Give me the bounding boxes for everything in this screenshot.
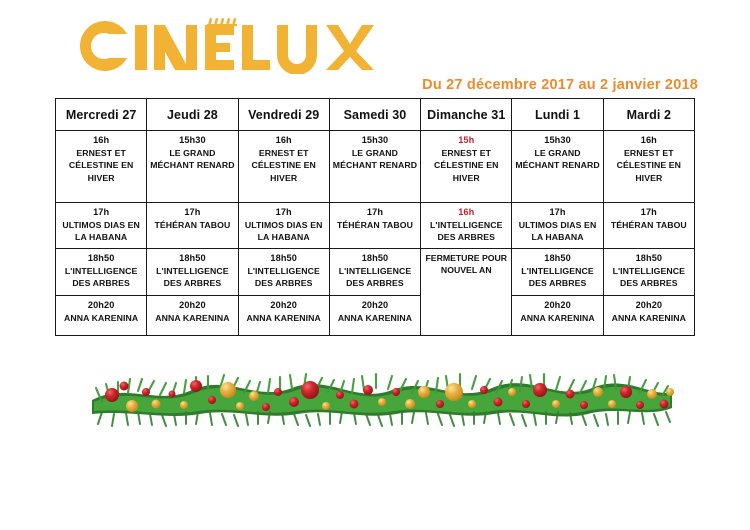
screening-film: ANNA KARENINA — [246, 312, 321, 323]
screening-cell[interactable]: 16h ERNEST ET CÉLESTINE EN HIVER — [602, 130, 696, 203]
screening-cell[interactable]: 20h20 ANNA KARENINA — [146, 294, 239, 336]
table-row: 17h ULTIMOS DIAS EN LA HABANA 17h TÉHÉRA… — [54, 202, 696, 249]
screening-film: ERNEST ET CÉLESTINE EN HIVER — [251, 148, 316, 183]
screening-time: 17h — [366, 207, 384, 217]
screening-cell[interactable]: 15h30 LE GRAND MÉCHANT RENARD — [511, 130, 604, 203]
christmas-garland — [88, 362, 676, 428]
screening-cell[interactable]: 18h50 L'INTELLIGENCE DES ARBRES — [237, 247, 330, 296]
screening-film: L'INTELLIGENCE DES ARBRES — [430, 220, 503, 243]
screening-film: TÉHÉRAN TABOU — [154, 220, 231, 231]
screening-cell[interactable]: 20h20 ANNA KARENINA — [511, 294, 604, 336]
screening-cell[interactable]: 17h ULTIMOS DIAS EN LA HABANA — [237, 202, 330, 249]
screening-cell[interactable]: 16h ERNEST ET CÉLESTINE EN HIVER — [237, 130, 330, 203]
screening-time: 20h20 — [544, 299, 571, 310]
screening-film: LE GRAND MÉCHANT RENARD — [150, 148, 235, 171]
column-header-samedi: Samedi 30 — [328, 98, 422, 131]
screening-film: ULTIMOS DIAS EN LA HABANA — [244, 220, 323, 243]
screening-cell[interactable]: 15h30 LE GRAND MÉCHANT RENARD — [328, 130, 422, 203]
screening-cell[interactable]: 18h50 L'INTELLIGENCE DES ARBRES — [54, 247, 148, 296]
screening-cell[interactable]: 17h ULTIMOS DIAS EN LA HABANA — [511, 202, 604, 249]
screening-film: ANNA KARENINA — [520, 312, 595, 323]
schedule-table-head: Mercredi 27 Jeudi 28 Vendredi 29 Samedi … — [54, 98, 696, 131]
screening-cell[interactable]: 17h TÉHÉRAN TABOU — [328, 202, 422, 249]
screening-cell[interactable]: 18h50 L'INTELLIGENCE DES ARBRES — [146, 247, 239, 296]
screening-film: L'INTELLIGENCE DES ARBRES — [156, 265, 229, 289]
christmas-garland-graphic — [92, 372, 674, 427]
screening-cell[interactable]: 20h20 ANNA KARENINA — [237, 294, 330, 336]
screening-film: L'INTELLIGENCE DES ARBRES — [247, 265, 320, 289]
screening-time: 18h50 — [635, 252, 663, 263]
screening-time: 20h20 — [87, 299, 115, 310]
screening-cell[interactable]: 15h ERNEST ET CÉLESTINE EN HIVER — [420, 130, 513, 203]
screening-time: 18h50 — [87, 252, 115, 263]
table-header-row: Mercredi 27 Jeudi 28 Vendredi 29 Samedi … — [54, 98, 696, 131]
screening-time: 16h — [93, 135, 110, 145]
screening-cell[interactable]: 17h TÉHÉRAN TABOU — [602, 202, 696, 249]
screening-time: 17h — [640, 207, 657, 217]
cinelux-logo — [74, 18, 374, 74]
screening-time: 16h — [275, 135, 292, 145]
screening-cell[interactable]: 16h ERNEST ET CÉLESTINE EN HIVER — [54, 130, 148, 203]
screening-time: 18h50 — [270, 252, 297, 263]
period-title: Du 27 décembre 2017 au 2 janvier 2018 — [422, 77, 698, 93]
column-header-dimanche: Dimanche 31 — [420, 98, 513, 131]
screening-cell[interactable]: 17h ULTIMOS DIAS EN LA HABANA — [54, 202, 148, 249]
screening-film: TÉHÉRAN TABOU — [610, 220, 687, 231]
cinelux-logo-graphic — [79, 18, 374, 74]
screening-film: ULTIMOS DIAS EN LA HABANA — [518, 220, 597, 243]
screening-film: TÉHÉRAN TABOU — [337, 220, 413, 231]
column-header-mercredi: Mercredi 27 — [54, 98, 148, 131]
screening-time: 20h20 — [635, 299, 663, 310]
screening-cell[interactable]: 20h20 ANNA KARENINA — [602, 294, 696, 336]
screening-cell[interactable]: 17h TÉHÉRAN TABOU — [146, 202, 239, 249]
screening-film: ULTIMOS DIAS EN LA HABANA — [62, 220, 140, 243]
closure-note: FERMETURE POUR NOUVEL AN — [420, 247, 513, 336]
column-header-vendredi: Vendredi 29 — [237, 98, 330, 131]
screening-cell[interactable]: 20h20 ANNA KARENINA — [54, 294, 148, 336]
schedule-table-body: 16h ERNEST ET CÉLESTINE EN HIVER 15h30 L… — [54, 130, 696, 336]
screening-film: ERNEST ET CÉLESTINE EN HIVER — [68, 148, 134, 183]
screening-time: 15h30 — [544, 135, 571, 145]
screening-film: ANNA KARENINA — [611, 312, 687, 323]
screening-time: 18h50 — [361, 252, 389, 263]
screening-time: 20h20 — [270, 299, 297, 310]
screening-time: 17h — [184, 207, 201, 217]
screening-time: 18h50 — [179, 252, 206, 263]
screening-cell[interactable]: 18h50 L'INTELLIGENCE DES ARBRES — [511, 247, 604, 296]
screening-time: 17h — [549, 207, 566, 217]
screening-film: L'INTELLIGENCE DES ARBRES — [612, 265, 686, 289]
screening-time: 17h — [93, 207, 110, 217]
column-header-jeudi: Jeudi 28 — [146, 98, 239, 131]
screening-cell[interactable]: 15h30 LE GRAND MÉCHANT RENARD — [146, 130, 239, 203]
screening-cell[interactable]: 20h20 ANNA KARENINA — [328, 294, 422, 336]
column-header-lundi: Lundi 1 — [511, 98, 604, 131]
screening-cell[interactable]: 16h L'INTELLIGENCE DES ARBRES — [420, 202, 513, 249]
screening-time: 18h50 — [544, 252, 571, 263]
screening-film: ERNEST ET CÉLESTINE EN HIVER — [616, 148, 682, 183]
screening-time: 15h — [458, 135, 475, 145]
screening-film: ERNEST ET CÉLESTINE EN HIVER — [434, 148, 499, 183]
screening-time: 16h — [458, 207, 475, 217]
screening-time: 20h20 — [361, 299, 389, 310]
column-header-mardi: Mardi 2 — [602, 98, 696, 131]
screening-film: LE GRAND MÉCHANT RENARD — [332, 148, 418, 171]
screening-time: 15h30 — [361, 135, 389, 145]
screening-film: ANNA KARENINA — [155, 312, 230, 323]
screening-time: 15h30 — [179, 135, 206, 145]
table-row: 20h20 ANNA KARENINA 20h20 ANNA KARENINA … — [54, 294, 696, 336]
screening-film: L'INTELLIGENCE DES ARBRES — [64, 265, 138, 289]
table-row: 16h ERNEST ET CÉLESTINE EN HIVER 15h30 L… — [54, 130, 696, 203]
screening-cell[interactable]: 18h50 L'INTELLIGENCE DES ARBRES — [328, 247, 422, 296]
screening-film: L'INTELLIGENCE DES ARBRES — [338, 265, 412, 289]
screening-film: L'INTELLIGENCE DES ARBRES — [521, 265, 594, 289]
screening-film: ANNA KARENINA — [337, 312, 413, 323]
screening-cell[interactable]: 18h50 L'INTELLIGENCE DES ARBRES — [602, 247, 696, 296]
schedule-table: Mercredi 27 Jeudi 28 Vendredi 29 Samedi … — [54, 98, 696, 336]
screening-film: ANNA KARENINA — [63, 312, 139, 323]
screening-time: 20h20 — [179, 299, 206, 310]
screening-film: LE GRAND MÉCHANT RENARD — [515, 148, 600, 171]
screening-time: 16h — [640, 135, 657, 145]
screening-time: 17h — [275, 207, 292, 217]
table-row: 18h50 L'INTELLIGENCE DES ARBRES 18h50 L'… — [54, 247, 696, 336]
